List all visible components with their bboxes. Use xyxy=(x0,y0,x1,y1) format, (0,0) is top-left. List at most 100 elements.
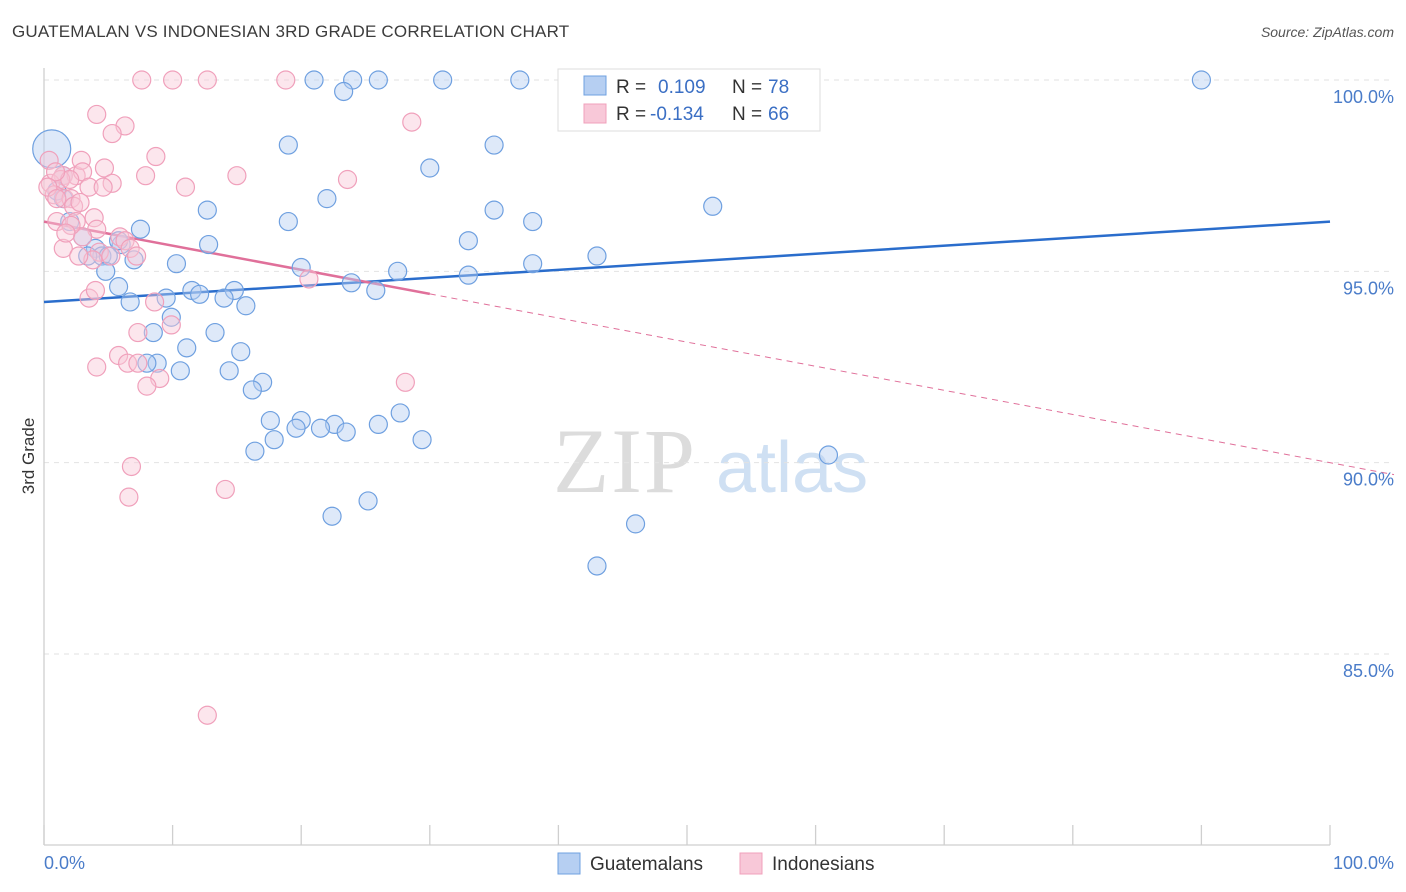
guatemalan-point-45 xyxy=(156,288,176,308)
x-tick-label-min: 0.0% xyxy=(44,853,85,873)
indonesian-point-47 xyxy=(85,280,106,301)
guatemalan-point-12 xyxy=(420,158,440,178)
indonesian-point-37 xyxy=(89,242,109,262)
guatemalan-point-48 xyxy=(120,292,140,312)
guatemalan-point-67 xyxy=(336,422,356,442)
guatemalan-point-62 xyxy=(260,410,280,431)
chart-title: GUATEMALAN VS INDONESIAN 3RD GRADE CORRE… xyxy=(12,22,570,41)
y-tick-label-0: 85.0% xyxy=(1343,661,1394,681)
watermark-atlas: atlas xyxy=(716,428,868,508)
indonesian-trend-line-extension xyxy=(429,293,1395,476)
guatemalan-point-11 xyxy=(484,135,504,155)
guatemalan-point-42 xyxy=(224,280,244,301)
guatemalan-point-44 xyxy=(190,284,210,304)
guatemalan-point-16 xyxy=(703,196,723,216)
gridlines xyxy=(44,79,1394,655)
guatemalan-point-73 xyxy=(322,506,342,526)
indonesian-point-41 xyxy=(83,250,103,270)
indonesian-point-53 xyxy=(87,357,107,377)
indonesian-trend-line xyxy=(43,220,431,296)
legend-label-indonesians: Indonesians xyxy=(772,854,874,875)
legend-swatch-indonesians xyxy=(739,852,763,875)
indonesian-point-13 xyxy=(146,146,166,167)
guatemalan-point-4 xyxy=(433,70,453,90)
guatemalan-point-19 xyxy=(278,211,298,232)
guatemalan-point-47 xyxy=(236,296,256,316)
indonesian-point-29 xyxy=(70,192,90,213)
stats-r-value-1: 0.109 xyxy=(658,77,706,98)
guatemalan-point-68 xyxy=(264,430,284,450)
guatemalan-point-64 xyxy=(325,414,345,434)
watermark-zip: ZIP xyxy=(553,410,697,512)
guatemalan-point-10 xyxy=(278,135,298,155)
y-tick-labels: 85.0% 90.0% 95.0% 100.0% xyxy=(1333,87,1394,681)
guatemalan-point-63 xyxy=(368,414,388,434)
guatemalan-point-35 xyxy=(458,265,478,285)
guatemalan-point-53 xyxy=(231,342,251,362)
guatemalan-point-14 xyxy=(197,200,217,220)
indonesian-point-7 xyxy=(402,112,422,132)
guatemalan-point-22 xyxy=(130,219,151,239)
stats-n-value-1: 78 xyxy=(768,77,789,98)
indonesian-point-44 xyxy=(299,269,319,289)
guatemalan-point-72 xyxy=(358,491,378,511)
indonesian-point-42 xyxy=(101,246,121,266)
indonesian-point-6 xyxy=(102,123,122,144)
guatemalan-point-32 xyxy=(166,254,187,274)
guatemalan-point-25 xyxy=(199,234,219,255)
indonesian-point-51 xyxy=(117,353,138,373)
guatemalan-point-26 xyxy=(458,231,478,251)
indonesian-point-54 xyxy=(395,372,415,392)
indonesian-point-52 xyxy=(128,353,148,373)
indonesian-point-63 xyxy=(47,189,67,209)
indonesian-point-2 xyxy=(197,70,217,90)
indonesian-point-22 xyxy=(175,177,196,197)
stats-r-value-2: -0.134 xyxy=(650,104,704,125)
y-axis-label: 3rd Grade xyxy=(19,418,38,495)
guatemalan-point-58 xyxy=(253,372,273,392)
indonesian-point-3 xyxy=(276,70,296,90)
y-tick-label-1: 90.0% xyxy=(1343,470,1394,490)
guatemalan-point-15 xyxy=(484,200,504,220)
indonesian-point-1 xyxy=(163,70,183,90)
indonesian-point-57 xyxy=(121,456,142,477)
indonesian-point-24 xyxy=(337,169,358,190)
indonesian-point-12 xyxy=(94,158,115,178)
y-tick-label-2: 95.0% xyxy=(1343,278,1394,298)
guatemalan-point-51 xyxy=(205,322,225,343)
data-points xyxy=(32,70,1212,725)
guatemalan-point-60 xyxy=(390,403,410,423)
indonesian-point-18 xyxy=(79,177,99,197)
indonesian-point-40 xyxy=(53,238,73,258)
guatemalan-point-33 xyxy=(291,257,311,278)
guatemalan-point-71 xyxy=(818,445,839,465)
series-legend: Guatemalans Indonesians xyxy=(557,852,874,875)
guatemalan-point-1 xyxy=(304,70,324,90)
stats-n-label-2: N = xyxy=(732,104,762,125)
guatemalan-point-5 xyxy=(510,70,530,90)
indonesian-point-65 xyxy=(56,223,76,243)
guatemalan-point-41 xyxy=(366,280,386,301)
guatemalan-point-66 xyxy=(310,418,331,438)
guatemalan-point-39 xyxy=(108,277,129,297)
guatemalan-point-59 xyxy=(242,380,262,400)
guatemalan-point-75 xyxy=(587,556,607,576)
guatemalan-point-9 xyxy=(334,81,354,102)
indonesian-point-38 xyxy=(120,238,140,258)
guatemalan-point-70 xyxy=(245,441,265,461)
indonesian-point-56 xyxy=(137,376,157,396)
y-tick-label-3: 100.0% xyxy=(1333,87,1394,107)
indonesian-point-61 xyxy=(45,162,66,182)
guatemalan-point-40 xyxy=(341,273,361,293)
guatemalan-point-49 xyxy=(161,307,181,327)
legend-swatch-guatemalans xyxy=(557,852,581,875)
guatemalan-point-20 xyxy=(523,211,543,232)
indonesian-point-0 xyxy=(132,70,152,90)
guatemalan-trend-line xyxy=(43,220,1331,304)
indonesian-point-43 xyxy=(69,246,89,266)
indonesian-point-49 xyxy=(128,322,148,343)
guatemalan-point-57 xyxy=(219,361,239,381)
indonesian-point-60 xyxy=(197,705,217,725)
guatemalan-point-0 xyxy=(32,129,72,169)
source-credit: Source: ZipAtlas.com xyxy=(1260,24,1394,40)
